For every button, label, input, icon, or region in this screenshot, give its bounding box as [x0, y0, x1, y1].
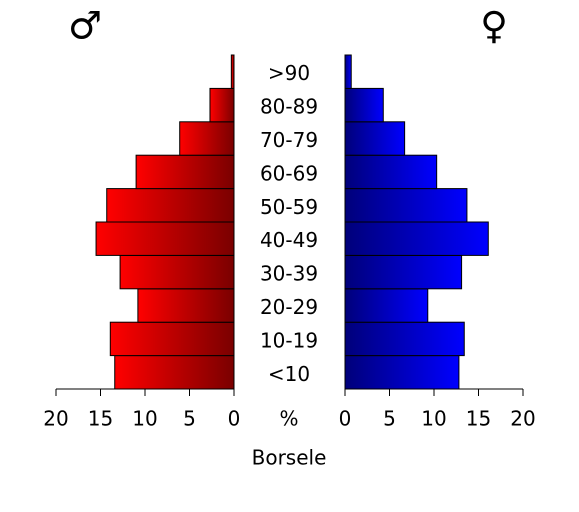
- bar: [137, 288, 235, 323]
- category-label: 50-59: [260, 195, 318, 219]
- bar: [179, 121, 235, 156]
- category-label: 40-49: [260, 228, 318, 252]
- legend-male: ♂: [68, 4, 102, 48]
- chart-title: Borsele: [252, 446, 327, 470]
- bar: [344, 355, 460, 390]
- bar: [344, 254, 463, 290]
- x-tick-label: 20: [510, 407, 535, 431]
- bar: [135, 154, 235, 190]
- category-label: 80-89: [260, 95, 318, 119]
- x-tick-label: 10: [421, 407, 446, 431]
- bar: [344, 87, 384, 123]
- x-tick-label: 20: [43, 407, 68, 431]
- bar: [344, 288, 429, 323]
- x-tick-label: 10: [132, 407, 157, 431]
- bar: [344, 188, 468, 223]
- x-tick-label: 15: [88, 407, 113, 431]
- category-label: 30-39: [260, 262, 318, 286]
- category-label: 60-69: [260, 161, 318, 185]
- unit-label: %: [279, 407, 298, 431]
- x-tick-label: 15: [466, 407, 491, 431]
- bar: [95, 221, 235, 256]
- x-tick-label: 0: [339, 407, 352, 431]
- x-tick-label: 5: [383, 407, 396, 431]
- bar: [344, 221, 489, 256]
- x-tick-label: 5: [183, 407, 196, 431]
- category-label: 10-19: [260, 328, 318, 352]
- category-label: 20-29: [260, 295, 318, 319]
- bar: [230, 54, 235, 89]
- bar: [344, 154, 438, 190]
- legend-female: ♀: [480, 4, 508, 48]
- bar: [114, 355, 235, 390]
- bar: [344, 321, 465, 357]
- bar: [209, 87, 235, 123]
- category-label: >90: [268, 61, 310, 85]
- category-label: <10: [268, 362, 310, 386]
- bar: [109, 321, 235, 357]
- x-tick-label: 0: [228, 407, 241, 431]
- bar: [344, 54, 352, 89]
- category-label: 70-79: [260, 128, 318, 152]
- bar: [106, 188, 235, 223]
- bar: [344, 121, 406, 156]
- bar: [119, 254, 235, 290]
